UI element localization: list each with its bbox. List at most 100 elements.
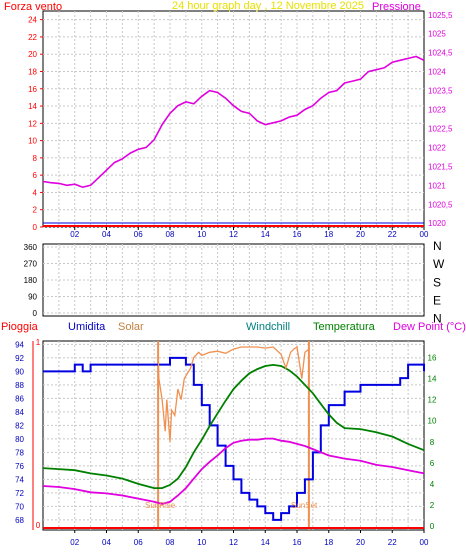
compass-label: W [433, 257, 445, 271]
humidity-tick-label: 78 [15, 448, 24, 457]
rain-tick-label: 1 [36, 338, 41, 347]
hour-tick-label: 12 [229, 538, 238, 547]
temperature-tick-label: 6 [430, 459, 435, 468]
temperature-tick-label: 12 [428, 396, 437, 405]
hour-tick-label: 14 [261, 230, 270, 239]
temperature-tick-label: 10 [428, 417, 437, 426]
humidity-label: Umidita [68, 321, 106, 333]
hour-tick-label: 20 [356, 538, 365, 547]
hour-tick-label: 00 [420, 538, 429, 547]
rain-axis-ticks: 01 [32, 338, 41, 530]
solar-label: Solar [118, 321, 144, 333]
compass-label: S [433, 275, 441, 289]
rain-label: Pioggia [1, 321, 39, 333]
humidity-tick-label: 68 [15, 516, 24, 525]
wind-pressure-series [42, 55, 425, 227]
direction-tick-label: 360 [24, 243, 38, 252]
wind-pressure-grid [43, 11, 424, 228]
pressure-label: Pressione [372, 1, 421, 13]
hour-tick-label: 06 [134, 230, 143, 239]
wind-pressure-x-ticks: 02 04 06 08 10 12 14 16 18 20 22 00 [70, 227, 429, 239]
pressure-tick-label: 1025,5 [428, 11, 453, 20]
temperature-humidity-panel: 02 04 06 08 10 12 14 16 18 20 22 00 687072747678808… [1, 321, 466, 547]
humidity-tick-label: 86 [15, 394, 24, 403]
hour-tick-label: 02 [70, 538, 79, 547]
wind-tick-label: 18 [28, 67, 37, 76]
wind-tick-label: 8 [33, 154, 38, 163]
temperature-label: Temperatura [313, 321, 376, 333]
temperature-y-right-ticks: 0 2 4 6 8 10 12 14 16 [428, 354, 437, 531]
hour-tick-label: 10 [197, 538, 206, 547]
hour-tick-label: 00 [420, 230, 429, 239]
pressure-tick-label: 1022,5 [428, 124, 453, 133]
pressure-tick-label: 1022 [428, 143, 446, 152]
temperature-tick-label: 4 [430, 480, 435, 489]
humidity-line [43, 356, 425, 521]
rain-tick-label: 0 [36, 521, 41, 530]
temperature-line [42, 363, 425, 489]
chart-title: 24 hour graph day , 12 Novembre 2025 [172, 0, 364, 12]
dewpoint-line [42, 437, 425, 505]
hour-tick-label: 02 [70, 230, 79, 239]
windchill-label: Windchill [246, 321, 290, 333]
wind-tick-label: 12 [28, 119, 37, 128]
pressure-tick-label: 1025 [428, 30, 446, 39]
pressure-tick-label: 1020,5 [428, 200, 453, 209]
hour-tick-label: 04 [102, 538, 111, 547]
hour-tick-label: 16 [293, 230, 302, 239]
direction-tick-label: 0 [33, 309, 38, 318]
compass-label: N [433, 312, 442, 326]
direction-tick-label: 180 [24, 276, 38, 285]
pressure-tick-label: 1023 [428, 106, 446, 115]
hour-tick-label: 16 [293, 538, 302, 547]
dewpoint-label: Dew Point (°C) [393, 321, 466, 333]
wind-tick-label: 4 [33, 188, 38, 197]
hour-tick-label: 10 [197, 230, 206, 239]
humidity-tick-label: 72 [15, 489, 24, 498]
humidity-tick-label: 84 [15, 408, 24, 417]
temperature-tick-label: 0 [430, 522, 435, 531]
wind-tick-label: 14 [28, 102, 37, 111]
temperature-tick-label: 16 [428, 354, 437, 363]
temperature-tick-label: 8 [430, 438, 435, 447]
wind-tick-label: 20 [28, 50, 37, 59]
direction-tick-label: 270 [24, 260, 38, 269]
sunrise-annotation: SunRise [145, 501, 176, 510]
wind-tick-label: 6 [33, 171, 38, 180]
wind-tick-label: 2 [33, 206, 38, 215]
wind-pressure-panel: 02 04 06 08 10 12 14 16 18 20 22 00 024681012141618… [4, 0, 453, 239]
humidity-tick-label: 90 [15, 367, 24, 376]
hour-tick-label: 08 [166, 230, 175, 239]
compass-label: E [433, 293, 441, 307]
wind-tick-label: 0 [33, 223, 38, 232]
pressure-line [42, 55, 425, 189]
wind-tick-label: 22 [28, 33, 37, 42]
wind-direction-grid [43, 244, 424, 316]
compass-label: N [433, 239, 442, 253]
pressure-tick-label: 1023,5 [428, 87, 453, 96]
temperature-tick-label: 14 [428, 375, 437, 384]
humidity-tick-label: 76 [15, 462, 24, 471]
humidity-tick-label: 94 [15, 340, 24, 349]
wind-tick-label: 16 [28, 85, 37, 94]
pressure-tick-label: 1021 [428, 181, 446, 190]
temp-hum-series [42, 345, 425, 529]
pressure-tick-label: 1024,5 [428, 49, 453, 58]
pressure-tick-label: 1024 [428, 68, 446, 77]
pressure-y-right-ticks: 1020 1020,5 1021 1021,5 1022 1022,5 1023 1023,5… [428, 11, 453, 228]
humidity-y-left-ticks: 68 70 72 74 76 78 80 82 84 86 88 90 92 94 [15, 340, 24, 525]
hour-tick-label: 08 [166, 538, 175, 547]
solar-line [157, 345, 310, 442]
humidity-tick-label: 92 [15, 354, 24, 363]
direction-tick-label: 90 [28, 293, 37, 302]
hour-tick-label: 22 [388, 538, 397, 547]
humidity-tick-label: 88 [15, 381, 24, 390]
pressure-tick-label: 1021,5 [428, 162, 453, 171]
humidity-tick-label: 70 [15, 502, 24, 511]
hour-tick-label: 06 [134, 538, 143, 547]
humidity-tick-label: 82 [15, 421, 24, 430]
hour-tick-label: 14 [261, 538, 270, 547]
